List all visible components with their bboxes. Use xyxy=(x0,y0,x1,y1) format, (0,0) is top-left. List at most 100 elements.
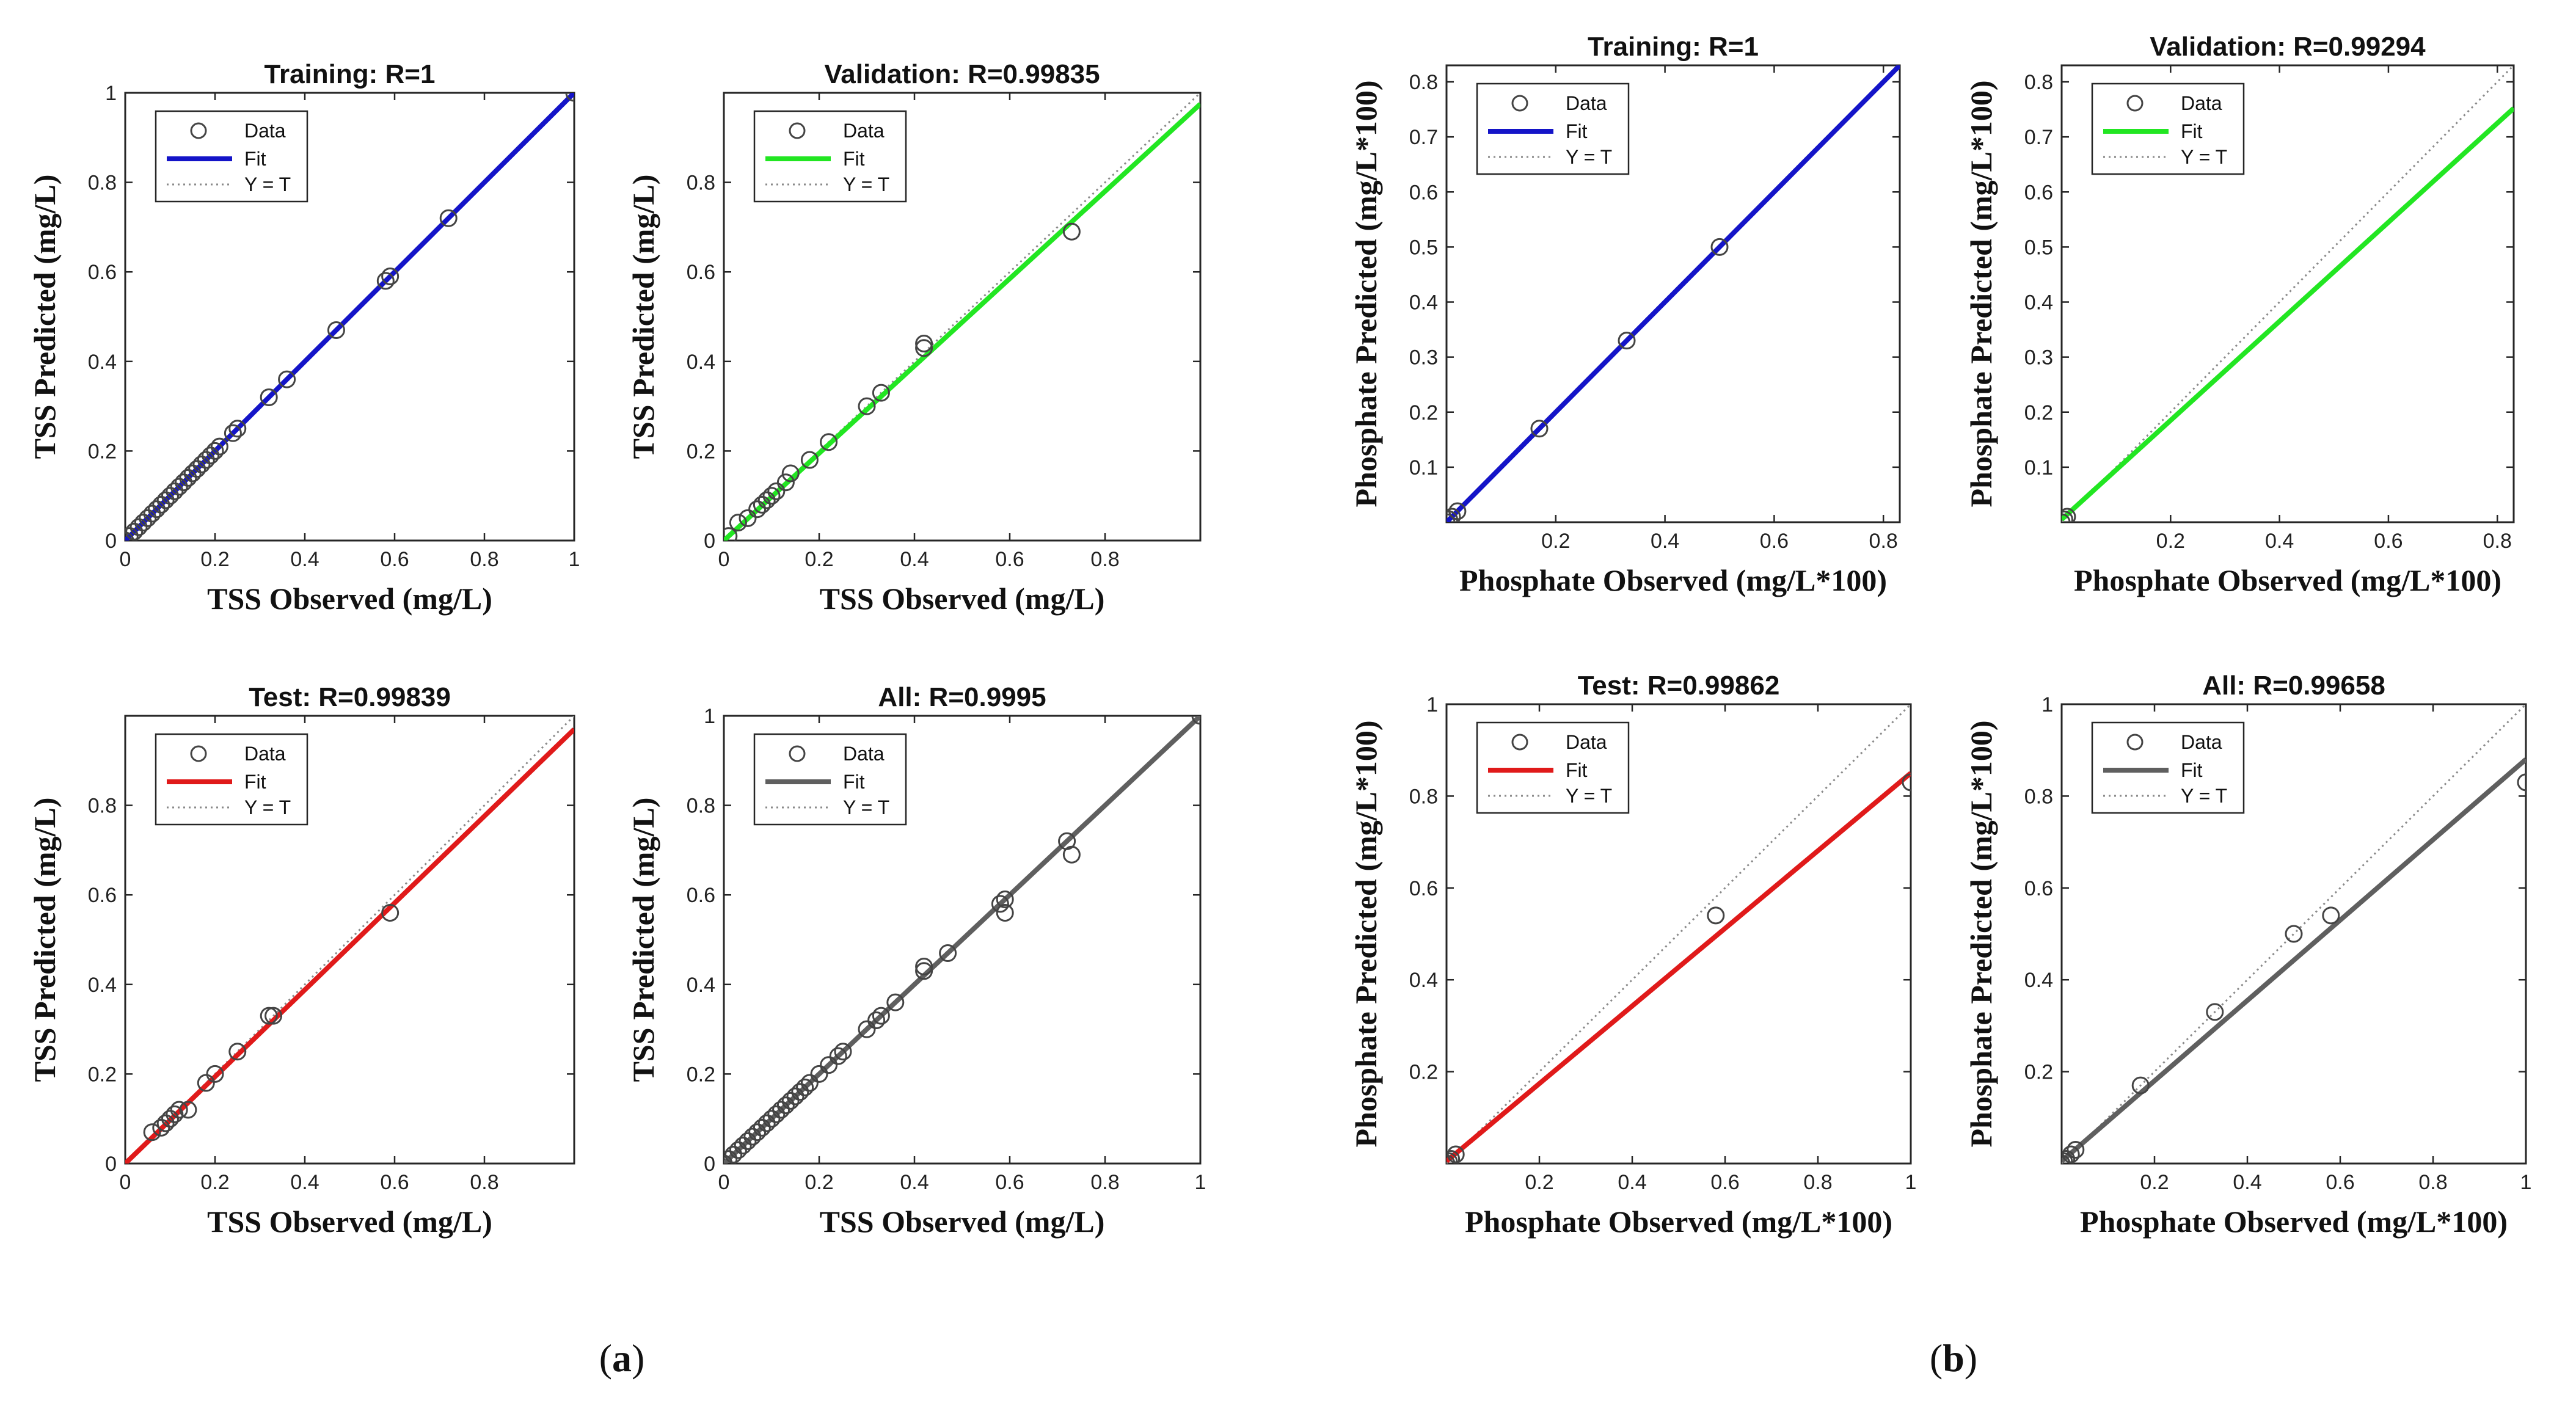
y-tick-label: 0.3 xyxy=(1409,346,1438,370)
data-point xyxy=(161,1110,179,1128)
data-point xyxy=(2067,1140,2085,1159)
data-point xyxy=(915,962,933,980)
y-axis-label: TSS Predicted (mg/L) xyxy=(27,175,62,459)
x-tick-label: 0.4 xyxy=(2265,530,2294,553)
legend-identity-label: Y = T xyxy=(2181,146,2227,168)
y-tick-label: 0.4 xyxy=(88,351,117,374)
x-tick-label: 0.4 xyxy=(900,548,929,571)
data-point xyxy=(724,1145,743,1164)
y-tick-label: 0.6 xyxy=(1409,181,1438,204)
y-tick-label: 0.2 xyxy=(88,440,117,463)
y-tick-label: 0.4 xyxy=(687,974,715,997)
data-point xyxy=(800,451,819,469)
y-tick-label: 0.6 xyxy=(687,884,715,907)
legend: Data Fit Y = T xyxy=(155,733,308,826)
legend-data-marker xyxy=(190,745,207,762)
data-point xyxy=(188,460,206,478)
data-point xyxy=(743,1127,762,1146)
data-point xyxy=(729,1141,747,1159)
x-tick-label: 0.8 xyxy=(1869,530,1898,553)
y-tick-label: 0.2 xyxy=(2024,1061,2053,1084)
chart-panel-5: 0.2 0.4 0.6 0.8 0.1 0.2 0.3 0.4 0.5 0.6 0.7 0.8 Data… xyxy=(1349,32,1901,597)
data-point xyxy=(991,895,1009,913)
x-tick-label: 1 xyxy=(569,548,580,571)
data-point xyxy=(381,268,400,286)
y-tick-label: 0.2 xyxy=(687,440,715,463)
data-point xyxy=(2131,1076,2150,1095)
legend-data-label: Data xyxy=(843,120,885,142)
x-tick-label: 0.2 xyxy=(1525,1171,1553,1194)
panel-label-b: (b) xyxy=(1930,1336,1977,1380)
data-point xyxy=(1448,502,1467,520)
legend: Data Fit Y = T xyxy=(753,733,907,826)
data-point xyxy=(183,464,202,483)
x-tick-label: 0 xyxy=(718,548,730,571)
data-point xyxy=(781,1091,800,1110)
legend: Data Fit Y = T xyxy=(1476,721,1630,814)
data-point xyxy=(867,1011,886,1029)
y-tick-label: 0.1 xyxy=(1409,456,1438,479)
x-axis-label: Phosphate Observed (mg/L*100) xyxy=(1465,1204,1892,1239)
data-point xyxy=(170,1101,188,1119)
legend: Data Fit Y = T xyxy=(1476,82,1630,175)
data-point xyxy=(820,1056,838,1074)
data-point xyxy=(915,339,933,357)
chart-panel-8: 0.2 0.4 0.6 0.8 1 0.2 0.4 0.6 0.8 1 Data Fit Y = T Al… xyxy=(1964,671,2531,1239)
x-tick-label: 0.8 xyxy=(2483,530,2512,553)
y-tick-label: 0.8 xyxy=(1409,785,1438,808)
legend-data-marker xyxy=(2126,95,2144,112)
y-tick-label: 0.8 xyxy=(2024,71,2053,94)
data-point xyxy=(1447,1149,1461,1164)
data-point xyxy=(757,491,776,509)
y-axis-label: TSS Predicted (mg/L) xyxy=(626,175,660,459)
y-axis-label: TSS Predicted (mg/L) xyxy=(27,798,62,1082)
y-tick-label: 0.8 xyxy=(88,795,117,818)
legend-fit-label: Fit xyxy=(843,771,865,793)
chart-title: Training: R=1 xyxy=(265,59,436,89)
y-tick-label: 0.8 xyxy=(687,172,715,195)
x-tick-label: 0.4 xyxy=(1651,530,1679,553)
data-point xyxy=(2517,773,2526,792)
data-point xyxy=(767,1105,786,1123)
data-point xyxy=(858,1020,876,1038)
y-tick-label: 0 xyxy=(105,1153,117,1176)
data-point xyxy=(729,514,747,532)
plot-area xyxy=(1447,704,1911,1164)
data-point xyxy=(1447,1145,1465,1164)
legend-fit-label: Fit xyxy=(2181,759,2203,781)
x-tick-label: 0.2 xyxy=(200,1171,229,1194)
data-point xyxy=(143,504,161,523)
data-point xyxy=(147,500,166,519)
y-tick-label: 0.6 xyxy=(2024,877,2053,900)
y-tick-label: 0.6 xyxy=(2024,181,2053,204)
y-tick-label: 0 xyxy=(704,530,715,553)
y-tick-label: 0.4 xyxy=(687,351,715,374)
data-point xyxy=(265,1007,283,1025)
legend-data-marker xyxy=(190,122,207,139)
data-point xyxy=(2062,1149,2076,1164)
data-point xyxy=(139,509,157,527)
x-tick-label: 0.2 xyxy=(200,548,229,571)
panels: 0 0.2 0.4 0.6 0.8 1 0 0.2 0.4 0.6 0.8 1 Data Fit Y = T… xyxy=(27,32,2531,1239)
legend: Data Fit Y = T xyxy=(2091,721,2245,814)
data-point xyxy=(152,1118,170,1137)
legend: Data Fit Y = T xyxy=(753,110,907,203)
legend-data-label: Data xyxy=(244,743,286,765)
fit-line xyxy=(125,727,574,1164)
data-point xyxy=(166,482,184,500)
data-point xyxy=(327,321,345,339)
data-point xyxy=(762,487,781,505)
data-point xyxy=(156,491,175,509)
data-point xyxy=(228,1043,247,1061)
legend-data-label: Data xyxy=(244,120,286,142)
data-point xyxy=(156,1114,175,1132)
fit-line xyxy=(2062,106,2514,522)
y-tick-label: 0.2 xyxy=(88,1063,117,1086)
data-point xyxy=(1707,906,1725,925)
plot-area xyxy=(125,93,574,541)
data-point xyxy=(130,518,148,536)
y-tick-label: 0.8 xyxy=(2024,785,2053,808)
x-tick-label: 0.2 xyxy=(805,548,833,571)
data-point xyxy=(820,433,838,451)
